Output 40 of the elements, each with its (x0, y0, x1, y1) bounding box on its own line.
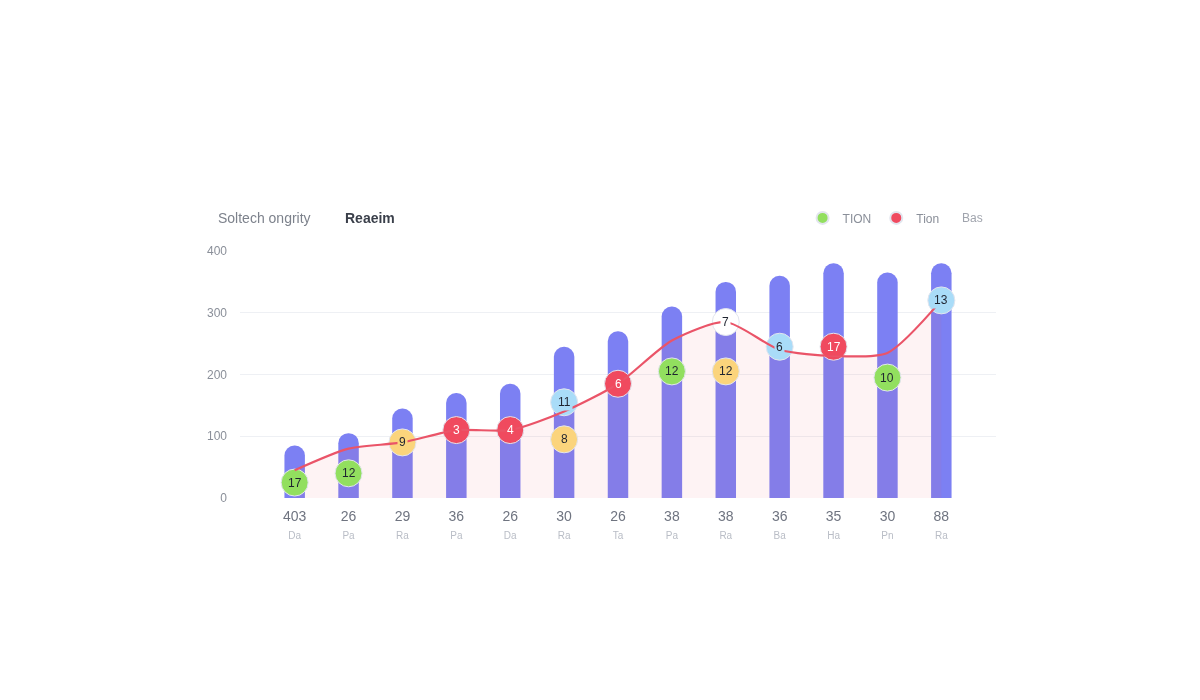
annotation: 8 (561, 432, 568, 446)
chart-subtitle: Reaeim (345, 210, 395, 226)
annotation: 7 (722, 315, 729, 329)
annotation: 12 (342, 466, 356, 480)
x-tick-label: 38 Ra (717, 508, 734, 542)
y-tick-label: 100 (206, 429, 228, 444)
x-tick-label: 30 Pn (879, 508, 896, 542)
x-tick-label: 26 Da (502, 508, 519, 542)
bar (931, 263, 952, 498)
annotation: 12 (665, 364, 679, 378)
chart-title: Soltech ongrity (218, 209, 311, 226)
annotation: 6 (776, 340, 783, 354)
x-tick-label: 35 Ha (825, 508, 842, 542)
annotation: 9 (399, 435, 406, 449)
x-tick-label: 36 Ba (771, 508, 788, 542)
annotation: 17 (288, 476, 302, 490)
x-tick-label: 26 Pa (340, 508, 357, 542)
text: Bas (962, 211, 983, 225)
annotation: 13 (934, 293, 948, 307)
y-tick-label: 400 (206, 244, 228, 259)
bar (823, 263, 844, 498)
y-tick-label: 200 (206, 367, 228, 382)
legend-label: TION (842, 211, 872, 226)
annotation: 11 (558, 395, 571, 409)
x-tick-label: 26 Ta (610, 508, 626, 542)
annotation: 6 (615, 377, 622, 391)
x-tick-label: 38 Pa (664, 508, 680, 542)
x-tick-label: 36 Pa (448, 508, 465, 542)
x-tick-label: 403 Da (282, 508, 307, 542)
annotation: 10 (880, 371, 894, 385)
annotation: 12 (719, 364, 733, 378)
x-tick-label: 88 Ra (933, 508, 950, 542)
legend-label: Tion (916, 211, 940, 226)
annotation: 3 (453, 423, 460, 437)
annotation: 17 (827, 340, 841, 354)
x-tick-label: 29 Ra (394, 508, 411, 542)
y-tick-label: 0 (220, 491, 228, 506)
y-tick-label: 300 (206, 305, 228, 320)
annotation: 4 (507, 423, 514, 437)
x-tick-label: 30 Ra (556, 508, 573, 542)
